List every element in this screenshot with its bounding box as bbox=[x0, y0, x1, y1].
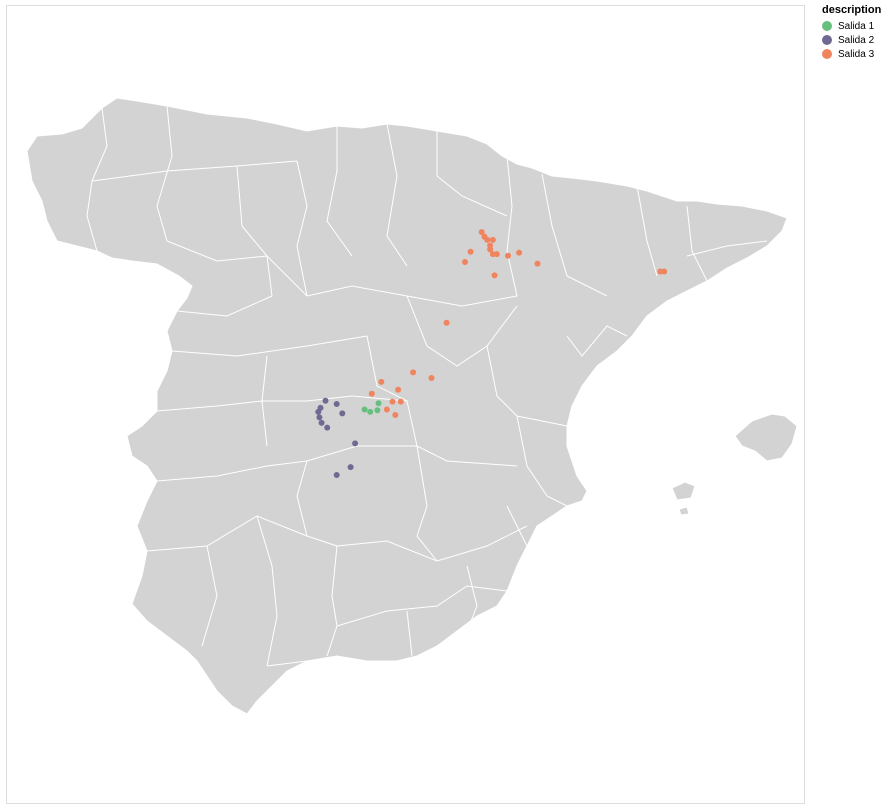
point-salida-2-9[interactable] bbox=[347, 464, 354, 471]
legend-swatch-salida-3 bbox=[822, 49, 832, 59]
point-salida-2-4[interactable] bbox=[318, 419, 325, 426]
point-salida-3-25[interactable] bbox=[392, 412, 399, 418]
point-salida-3-11[interactable] bbox=[516, 249, 523, 256]
legend: description Salida 1 Salida 2 Salida 3 bbox=[822, 4, 881, 61]
point-salida-2-10[interactable] bbox=[333, 472, 340, 478]
legend-title: description bbox=[822, 4, 882, 16]
point-salida-1-3[interactable] bbox=[375, 400, 382, 407]
legend-item-salida-2[interactable]: Salida 2 bbox=[822, 33, 881, 47]
map-frame bbox=[6, 5, 805, 804]
point-salida-3-23[interactable] bbox=[397, 398, 404, 405]
point-salida-2-8[interactable] bbox=[352, 440, 359, 447]
point-salida-2-0[interactable] bbox=[322, 397, 329, 404]
point-salida-2-3[interactable] bbox=[316, 414, 323, 421]
point-salida-3-9[interactable] bbox=[462, 259, 468, 265]
point-salida-1-2[interactable] bbox=[374, 407, 381, 414]
point-salida-3-10[interactable] bbox=[505, 252, 511, 259]
point-salida-3-0[interactable] bbox=[478, 229, 485, 236]
spain-mainland bbox=[26, 97, 788, 715]
point-salida-3-13[interactable] bbox=[491, 272, 498, 279]
point-salida-3-20[interactable] bbox=[395, 386, 402, 393]
point-salida-3-19[interactable] bbox=[378, 378, 385, 385]
legend-item-salida-1[interactable]: Salida 1 bbox=[822, 19, 881, 33]
point-salida-1-0[interactable] bbox=[361, 406, 368, 413]
point-salida-3-21[interactable] bbox=[368, 390, 375, 397]
legend-label-salida-1: Salida 1 bbox=[838, 20, 875, 32]
point-salida-3-24[interactable] bbox=[383, 406, 390, 413]
point-salida-2-6[interactable] bbox=[333, 401, 340, 407]
point-salida-3-22[interactable] bbox=[389, 398, 396, 405]
point-salida-2-2[interactable] bbox=[315, 408, 322, 415]
point-salida-3-2[interactable] bbox=[484, 236, 491, 243]
point-salida-3-5[interactable] bbox=[487, 246, 494, 253]
legend-swatch-salida-2 bbox=[822, 35, 832, 45]
point-salida-2-5[interactable] bbox=[324, 424, 331, 431]
ibiza-island bbox=[671, 481, 696, 501]
legend-item-salida-3[interactable]: Salida 3 bbox=[822, 47, 881, 61]
point-salida-1-1[interactable] bbox=[367, 408, 374, 415]
formentera-island bbox=[678, 506, 690, 516]
point-salida-3-16[interactable] bbox=[443, 319, 450, 326]
province-borders bbox=[86, 105, 768, 667]
legend-swatch-salida-1 bbox=[822, 21, 832, 31]
point-salida-3-15[interactable] bbox=[661, 268, 668, 275]
land-layer bbox=[26, 97, 798, 715]
point-salida-3-8[interactable] bbox=[467, 248, 474, 255]
legend-label-salida-2: Salida 2 bbox=[838, 34, 875, 46]
point-salida-3-3[interactable] bbox=[489, 236, 496, 243]
point-salida-3-7[interactable] bbox=[493, 251, 500, 258]
point-salida-2-7[interactable] bbox=[339, 410, 346, 417]
point-salida-3-12[interactable] bbox=[534, 260, 541, 267]
spain-map[interactable] bbox=[7, 6, 806, 805]
legend-label-salida-3: Salida 3 bbox=[838, 48, 875, 60]
point-salida-3-17[interactable] bbox=[410, 369, 417, 376]
mallorca-island bbox=[734, 413, 798, 462]
point-salida-3-18[interactable] bbox=[428, 375, 435, 381]
data-points bbox=[315, 229, 668, 478]
